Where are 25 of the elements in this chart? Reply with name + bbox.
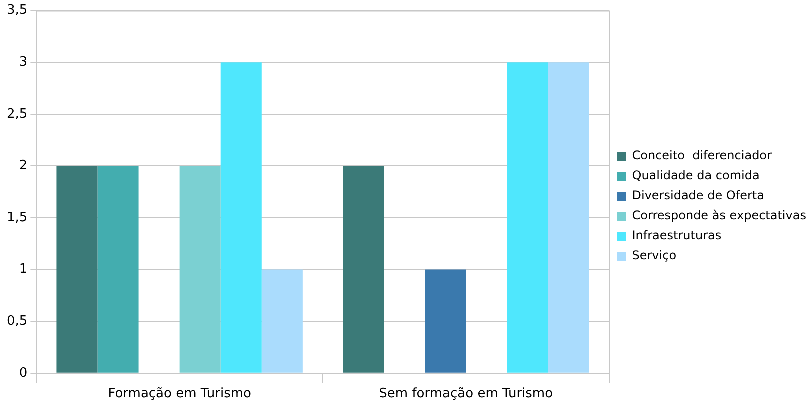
y-tick-label: 1: [19, 262, 28, 278]
bar: [507, 62, 548, 373]
x-tick-label: Sem formação em Turismo: [379, 386, 554, 402]
y-tick-label: 0,5: [6, 314, 28, 329]
y-tick-label: 1,5: [6, 210, 28, 226]
y-tick-label: 3: [19, 54, 28, 70]
x-tick-label: Formação em Turismo: [108, 386, 252, 402]
bar: [262, 270, 303, 373]
y-tick-label: 0: [19, 366, 28, 381]
bar: [425, 270, 466, 373]
legend-label: Diversidade de Oferta: [632, 188, 764, 203]
bar: [98, 166, 139, 373]
bar: [56, 166, 98, 373]
legend-label: Infraestruturas: [632, 228, 722, 243]
y-tick-label: 3,5: [6, 3, 28, 18]
bar: [548, 62, 590, 373]
legend-label: Qualidade da comida: [632, 168, 760, 183]
legend-label: Conceito diferenciador: [632, 148, 772, 163]
bar: [180, 166, 221, 373]
y-tick-label: 2,5: [6, 106, 28, 122]
bar: [220, 62, 262, 373]
legend-label: Serviço: [632, 248, 677, 263]
y-tick-label: 2: [19, 158, 28, 174]
legend-label: Corresponde às expectativas: [632, 208, 806, 223]
bar: [343, 166, 384, 373]
